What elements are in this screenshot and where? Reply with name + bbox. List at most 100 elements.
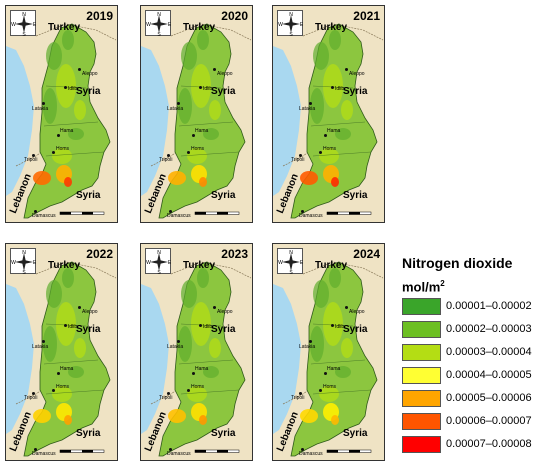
scale-bar xyxy=(193,447,241,457)
map-year-label: 2024 xyxy=(353,247,380,261)
city-marker xyxy=(345,306,348,309)
city-marker xyxy=(57,134,60,137)
compass-rose-icon: N S W E xyxy=(277,10,304,37)
concentration-patch xyxy=(46,42,62,70)
svg-text:E: E xyxy=(168,22,172,28)
label-tripoli: Tripoli xyxy=(291,157,305,163)
city-marker xyxy=(32,154,35,157)
scale-bar xyxy=(58,209,106,219)
map-svg xyxy=(6,6,117,222)
legend-range-label: 0.00004–0.00005 xyxy=(446,369,532,382)
city-marker xyxy=(169,210,172,213)
map-panel-2021: N S W E 2021 Turkey Syria Syria Lebanon Aleppo Idl… xyxy=(272,5,385,223)
city-marker xyxy=(345,68,348,71)
label-latakia: Latakia xyxy=(32,344,49,350)
concentration-patch xyxy=(329,268,341,288)
city-marker xyxy=(187,389,190,392)
legend-item: 0.00001–0.00002 xyxy=(402,295,548,317)
label-damascus: Damascus xyxy=(299,451,323,457)
svg-text:S: S xyxy=(22,32,26,37)
concentration-patch xyxy=(197,30,209,50)
city-marker xyxy=(199,86,202,89)
concentration-patch xyxy=(181,42,197,70)
concentration-patch xyxy=(52,148,72,164)
map-year-label: 2023 xyxy=(221,247,248,261)
label-homs: Homs xyxy=(191,384,205,390)
label-hama: Hama xyxy=(327,366,341,372)
label-syria: Syria xyxy=(343,86,368,97)
label-syria: Syria xyxy=(76,190,101,201)
study-region xyxy=(158,23,246,219)
mediterranean-sea xyxy=(141,284,169,434)
svg-text:W: W xyxy=(278,22,283,28)
mediterranean-sea xyxy=(6,46,34,196)
svg-text:W: W xyxy=(146,22,151,28)
city-marker xyxy=(213,68,216,71)
label-homs: Homs xyxy=(56,384,70,390)
label-hama: Hama xyxy=(60,366,74,372)
concentration-patch xyxy=(310,88,324,124)
concentration-patch xyxy=(178,88,192,124)
label-latakia: Latakia xyxy=(167,344,184,350)
svg-text:N: N xyxy=(157,12,161,18)
legend-range-label: 0.00001–0.00002 xyxy=(446,300,532,313)
concentration-patch xyxy=(313,42,329,70)
scale-bar xyxy=(325,447,373,457)
city-marker xyxy=(324,134,327,137)
concentration-patch xyxy=(319,148,339,164)
label-homs: Homs xyxy=(323,384,337,390)
city-marker xyxy=(52,389,55,392)
svg-text:S: S xyxy=(157,32,161,37)
no2-hotspot xyxy=(199,415,207,425)
city-marker xyxy=(319,151,322,154)
map-panel-2023: N S W E 2023 Turkey Syria Syria Lebanon Aleppo Idl… xyxy=(140,243,253,461)
label-damascus: Damascus xyxy=(167,451,191,457)
city-marker xyxy=(64,324,67,327)
svg-text:E: E xyxy=(33,22,37,28)
study-region xyxy=(23,261,111,457)
svg-text:S: S xyxy=(289,270,293,275)
label-turkey: Turkey xyxy=(183,260,216,271)
concentration-patch xyxy=(43,88,57,124)
concentration-patch xyxy=(203,128,219,140)
legend-swatch xyxy=(402,435,441,453)
legend-swatch xyxy=(402,389,441,407)
legend-range-label: 0.00003–0.00004 xyxy=(446,346,532,359)
svg-text:W: W xyxy=(11,260,16,266)
concentration-patch xyxy=(68,366,84,378)
label-aleppo: Aleppo xyxy=(349,309,365,315)
no2-hotspot xyxy=(33,171,51,185)
city-marker xyxy=(319,389,322,392)
no2-hotspot xyxy=(168,409,186,423)
legend-item: 0.00004–0.00005 xyxy=(402,364,548,386)
label-idlib: Idlib xyxy=(335,86,345,92)
concentration-patch xyxy=(52,386,72,402)
study-region xyxy=(23,23,111,219)
legend-unit: mol/m2 xyxy=(402,279,548,294)
compass-rose-icon: N S W E xyxy=(145,10,172,37)
label-syria: Syria xyxy=(76,86,101,97)
city-marker xyxy=(42,102,45,105)
label-latakia: Latakia xyxy=(32,106,49,112)
map-svg xyxy=(273,244,384,460)
legend-swatch xyxy=(402,297,441,315)
legend-item: 0.00005–0.00006 xyxy=(402,387,548,409)
city-marker xyxy=(78,306,81,309)
map-svg xyxy=(141,6,252,222)
label-tripoli: Tripoli xyxy=(291,395,305,401)
legend-range-label: 0.00006–0.00007 xyxy=(446,415,532,428)
border-line xyxy=(35,23,117,41)
city-marker xyxy=(64,86,67,89)
svg-text:E: E xyxy=(33,260,37,266)
legend-item: 0.00007–0.00008 xyxy=(402,433,548,455)
label-hama: Hama xyxy=(60,128,74,134)
border-line xyxy=(302,23,384,41)
mediterranean-sea xyxy=(141,46,169,196)
concentration-patch xyxy=(62,30,74,50)
label-syria: Syria xyxy=(76,324,101,335)
label-homs: Homs xyxy=(323,146,337,152)
concentration-patch xyxy=(335,366,351,378)
no2-hotspot xyxy=(300,409,318,423)
label-tripoli: Tripoli xyxy=(24,395,38,401)
no2-hotspot xyxy=(168,171,186,185)
